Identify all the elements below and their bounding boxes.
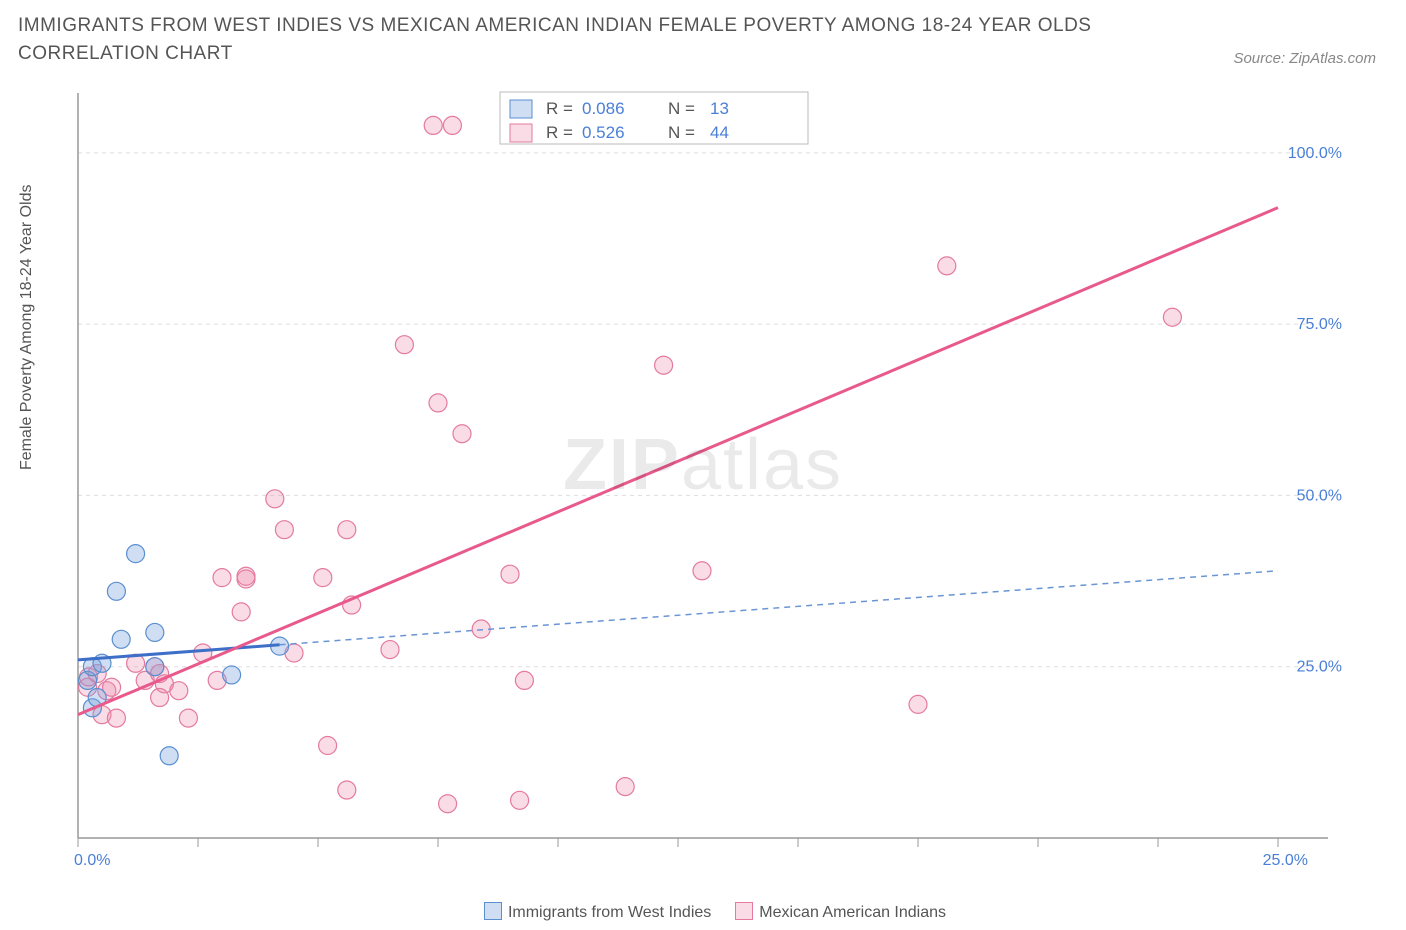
data-point xyxy=(424,116,442,134)
svg-text:100.0%: 100.0% xyxy=(1288,145,1342,162)
legend-swatch xyxy=(510,100,532,118)
legend-label: Immigrants from West Indies xyxy=(508,904,711,921)
trend-line-blue xyxy=(78,645,280,660)
data-point xyxy=(237,567,255,585)
data-point xyxy=(232,603,250,621)
data-point xyxy=(213,569,231,587)
data-point xyxy=(472,620,490,638)
data-point xyxy=(112,630,130,648)
svg-text:R =: R = xyxy=(546,99,573,118)
svg-text:75.0%: 75.0% xyxy=(1297,316,1342,333)
legend-label: Mexican American Indians xyxy=(759,904,946,921)
data-point xyxy=(439,795,457,813)
data-point xyxy=(266,490,284,508)
data-point xyxy=(616,778,634,796)
data-point xyxy=(443,116,461,134)
chart-title: IMMIGRANTS FROM WEST INDIES VS MEXICAN A… xyxy=(18,12,1226,67)
bottom-legend: Immigrants from West Indies Mexican Ameri… xyxy=(0,902,1406,922)
data-point xyxy=(501,565,519,583)
data-point xyxy=(223,666,241,684)
data-point xyxy=(429,394,447,412)
data-point xyxy=(655,356,673,374)
svg-text:0.526: 0.526 xyxy=(582,123,625,142)
data-point xyxy=(107,709,125,727)
svg-text:13: 13 xyxy=(710,99,729,118)
scatter-plot: 25.0% 50.0% 75.0% 100.0% R = 0.086 N = 13 R = 0.5… xyxy=(68,88,1348,860)
data-point xyxy=(146,658,164,676)
svg-text:R =: R = xyxy=(546,123,573,142)
data-point xyxy=(319,737,337,755)
data-point xyxy=(338,521,356,539)
data-point xyxy=(160,747,178,765)
data-point xyxy=(170,682,188,700)
x-tick-label: 25.0% xyxy=(1263,852,1308,870)
trend-line-pink xyxy=(78,208,1278,715)
data-point xyxy=(515,671,533,689)
data-point xyxy=(107,582,125,600)
svg-text:44: 44 xyxy=(710,123,729,142)
x-tick-label: 0.0% xyxy=(74,852,110,870)
data-point xyxy=(314,569,332,587)
source-credit: Source: ZipAtlas.com xyxy=(1233,50,1376,67)
svg-text:50.0%: 50.0% xyxy=(1297,487,1342,504)
data-point xyxy=(693,562,711,580)
data-point xyxy=(938,257,956,275)
data-point xyxy=(453,425,471,443)
legend-swatch xyxy=(484,902,502,920)
data-point xyxy=(275,521,293,539)
data-point xyxy=(151,689,169,707)
data-point xyxy=(146,623,164,641)
svg-text:N =: N = xyxy=(668,99,695,118)
data-point xyxy=(909,695,927,713)
legend-swatch xyxy=(510,124,532,142)
data-point xyxy=(395,336,413,354)
y-axis-label: Female Poverty Among 18-24 Year Olds xyxy=(18,185,36,471)
chart-container: IMMIGRANTS FROM WEST INDIES VS MEXICAN A… xyxy=(0,0,1406,930)
svg-text:N =: N = xyxy=(668,123,695,142)
data-point xyxy=(381,641,399,659)
legend-swatch xyxy=(735,902,753,920)
trend-extrapolation-blue xyxy=(280,571,1278,645)
data-point xyxy=(179,709,197,727)
data-point xyxy=(511,791,529,809)
data-point xyxy=(338,781,356,799)
data-point xyxy=(1163,308,1181,326)
svg-text:25.0%: 25.0% xyxy=(1297,659,1342,676)
svg-text:0.086: 0.086 xyxy=(582,99,625,118)
data-point xyxy=(127,545,145,563)
